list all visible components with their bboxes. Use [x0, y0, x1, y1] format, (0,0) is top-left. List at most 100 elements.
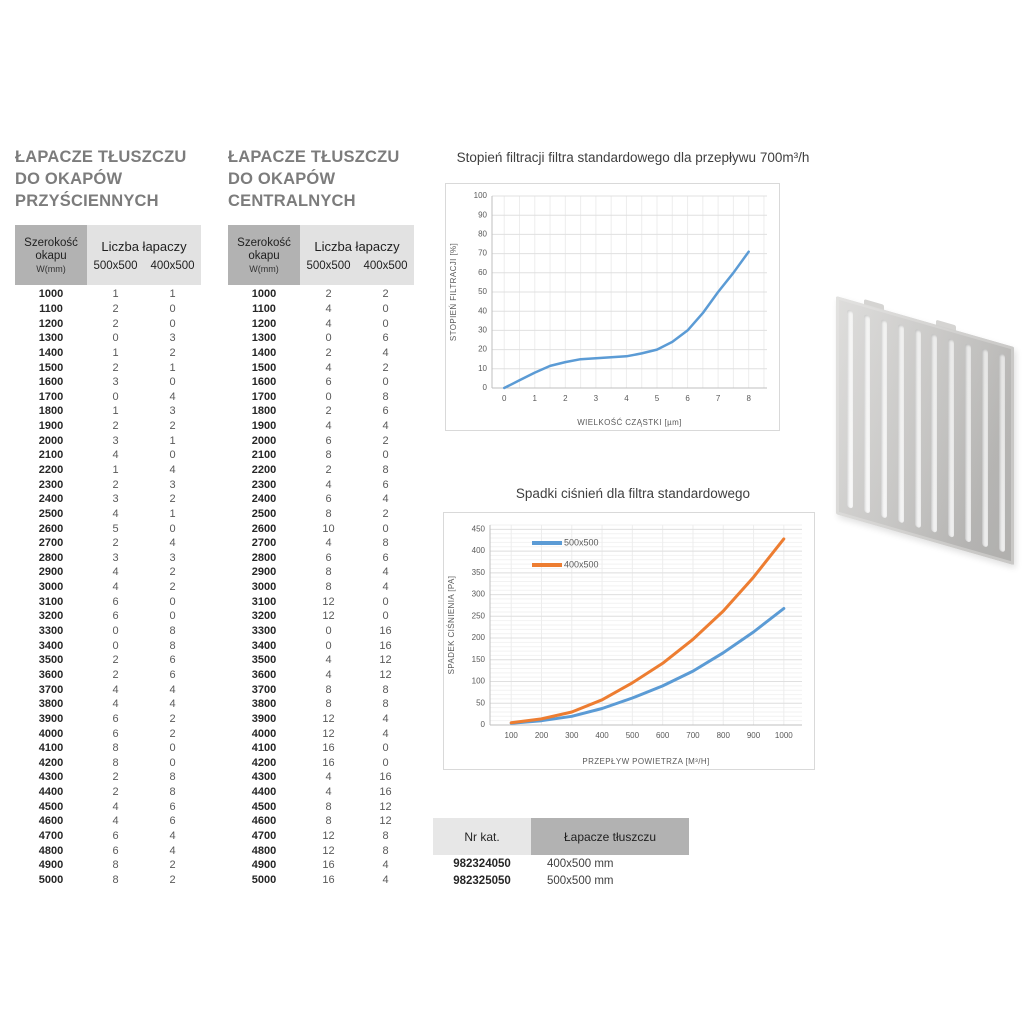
hood-width-cell: 1100: [252, 302, 276, 315]
svg-text:10: 10: [478, 364, 487, 373]
svg-text:0: 0: [481, 720, 486, 729]
svg-text:20: 20: [478, 345, 487, 354]
count-500x500-cell: 8: [325, 507, 332, 520]
table-body: 1000 1 1 1100 2 0 1200 2 0 1300 0 3 1400 1 2 1500 2 1 1600…: [15, 287, 201, 887]
count-400x500-cell: 0: [169, 595, 176, 608]
svg-text:700: 700: [686, 731, 700, 740]
count-400x500-cell: 1: [169, 434, 176, 447]
hood-width-cell: 2700: [38, 537, 64, 550]
table-row: 3700 4 4: [15, 682, 201, 697]
hood-width-cell: 3900: [38, 712, 64, 725]
hood-width-cell: 1200: [38, 317, 64, 330]
count-400x500-cell: 3: [169, 405, 176, 418]
svg-text:400x500: 400x500: [564, 559, 599, 569]
count-400x500-cell: 16: [379, 639, 392, 652]
hood-width-cell: 4400: [251, 786, 277, 799]
count-500x500-cell: 8: [325, 566, 332, 579]
table-row: 982324050 400x500 mm: [433, 855, 689, 872]
table-row: 4800 12 8: [228, 843, 414, 858]
table-row: 4300 4 16: [228, 770, 414, 785]
hood-width-cell: 3100: [38, 595, 64, 608]
table-row: 4500 4 6: [15, 799, 201, 814]
catalog-table: Nr kat. Łapacze tłuszczu 982324050 400x50…: [433, 818, 689, 889]
filter-slot: [931, 333, 938, 534]
count-500x500-cell: 8: [325, 815, 332, 828]
filter-slot: [948, 338, 955, 538]
svg-text:800: 800: [717, 731, 731, 740]
hood-width-cell: 1900: [38, 420, 64, 433]
count-500x500-cell: 8: [112, 742, 119, 755]
table-row: 1200 2 0: [15, 316, 201, 331]
count-500x500-cell: 2: [112, 668, 119, 681]
count-400x500-cell: 3: [169, 551, 176, 564]
svg-text:150: 150: [472, 655, 486, 664]
hood-width-cell: 3300: [251, 625, 277, 638]
table-row: 2400 6 4: [228, 492, 414, 507]
table-row: 1400 2 4: [228, 346, 414, 361]
hood-width-cell: 4200: [38, 756, 64, 769]
count-500x500-cell: 1: [112, 346, 119, 359]
count-500x500-cell: 6: [325, 551, 332, 564]
count-500x500-cell: 5: [112, 522, 119, 535]
svg-text:250: 250: [472, 611, 486, 620]
table-row: 3700 8 8: [228, 682, 414, 697]
svg-text:3: 3: [594, 394, 599, 403]
count-400x500-cell: 4: [382, 346, 389, 359]
count-500x500-cell: 6: [112, 830, 119, 843]
table-row: 2900 4 2: [15, 565, 201, 580]
svg-text:200: 200: [535, 731, 549, 740]
hood-width-cell: 3000: [38, 581, 64, 594]
hood-width-cell: 1500: [251, 361, 277, 374]
catalog-number-cell: 982324050: [453, 857, 511, 870]
width-label: Szerokość okapu: [24, 236, 78, 262]
count-400x500-cell: 8: [382, 830, 389, 843]
filtration-chart: 0 10 20 30 40 50 60 70 80 90 100 0 1 2 3 4 5 6 7 8 WIELKOŚĆ …: [445, 183, 780, 431]
table-row: 3600 2 6: [15, 668, 201, 683]
table-row: 2600 5 0: [15, 521, 201, 536]
table-row: 4800 6 4: [15, 843, 201, 858]
count-500x500-cell: 2: [325, 346, 332, 359]
table-row: 1800 2 6: [228, 404, 414, 419]
count-400x500-cell: 8: [382, 698, 389, 711]
size-column-500x500: 500x500: [93, 259, 138, 272]
table-row: 1800 1 3: [15, 404, 201, 419]
filter-panel: [836, 296, 1014, 566]
count-400x500-cell: 12: [379, 654, 392, 667]
count-400x500-cell: 12: [379, 815, 392, 828]
count-400x500-cell: 2: [382, 507, 389, 520]
hood-width-cell: 2100: [38, 449, 64, 462]
count-400x500-cell: 2: [169, 420, 176, 433]
hood-width-cell: 4600: [251, 815, 277, 828]
table-row: 4200 16 0: [228, 756, 414, 771]
count-500x500-cell: 4: [325, 478, 332, 491]
svg-text:100: 100: [505, 731, 519, 740]
table-row: 3300 0 16: [228, 624, 414, 639]
svg-text:WIELKOŚĆ CZĄSTKI [µm]: WIELKOŚĆ CZĄSTKI [µm]: [577, 418, 682, 427]
hood-width-cell: 1200: [251, 317, 277, 330]
wall-hoods-table-title: ŁAPACZE TŁUSZCZU DO OKAPÓW PRZYŚCIENNYCH: [15, 146, 201, 212]
count-400x500-cell: 8: [169, 639, 176, 652]
table-row: 2500 4 1: [15, 507, 201, 522]
count-400x500-cell: 0: [169, 449, 176, 462]
table-row: 2300 2 3: [15, 477, 201, 492]
hood-width-cell: 2000: [251, 434, 277, 447]
count-500x500-cell: 4: [325, 537, 332, 550]
hood-width-cell: 2200: [38, 464, 64, 476]
count-500x500-cell: 2: [112, 654, 119, 667]
count-500x500-cell: 8: [112, 873, 119, 886]
count-500x500-cell: 3: [112, 434, 119, 447]
hood-width-cell: 3200: [38, 610, 64, 623]
table-row: 4400 4 16: [228, 785, 414, 800]
table-row: 4400 2 8: [15, 785, 201, 800]
pressure-chart-svg: 0 50 100 150 200 250 300 350 400 450 100 200 300 400 5…: [447, 524, 802, 766]
hood-width-cell: 5000: [251, 873, 277, 886]
count-500x500-cell: 2: [112, 771, 119, 784]
hood-width-cell: 4800: [251, 844, 277, 857]
count-500x500-cell: 12: [322, 844, 335, 857]
filter-slot: [897, 323, 904, 524]
count-400x500-cell: 4: [169, 390, 176, 403]
count-500x500-cell: 4: [112, 566, 119, 579]
count-400x500-cell: 2: [169, 727, 176, 740]
count-400x500-cell: 4: [382, 420, 389, 433]
table-row: 4700 12 8: [228, 829, 414, 844]
